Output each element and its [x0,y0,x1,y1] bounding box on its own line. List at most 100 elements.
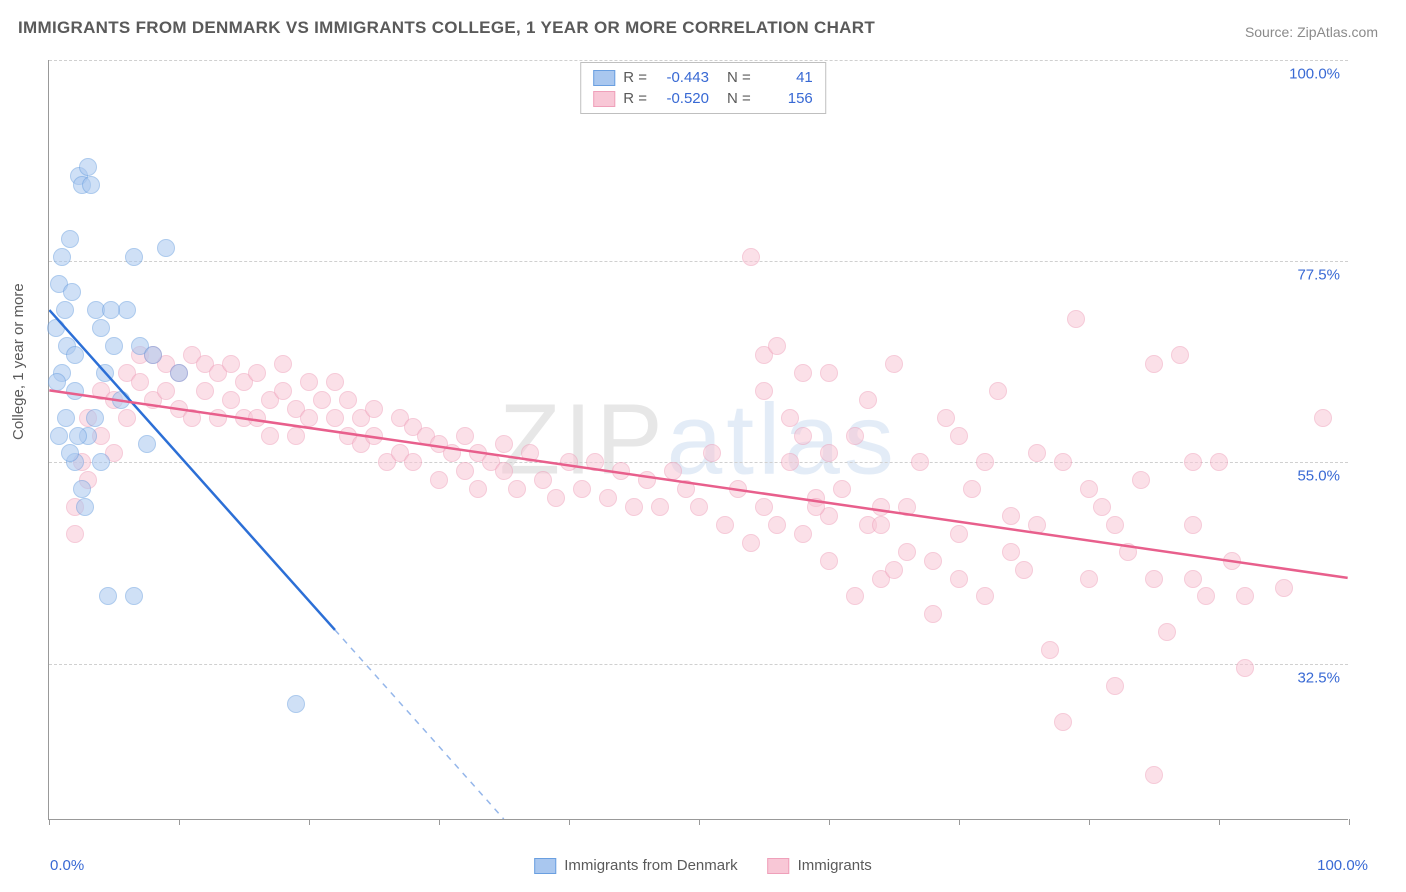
data-point [274,382,292,400]
legend-swatch [534,858,556,874]
bottom-legend-item: Immigrants from Denmark [534,857,737,874]
x-tick [699,819,700,825]
x-axis-label-left: 0.0% [50,857,84,874]
regression-line-dashed [335,630,504,819]
stat-n-value: 41 [759,69,813,86]
data-point [157,382,175,400]
data-point [112,391,130,409]
data-point [248,364,266,382]
data-point [768,337,786,355]
data-point [729,480,747,498]
x-tick [829,819,830,825]
data-point [924,552,942,570]
x-tick [1349,819,1350,825]
gridline [49,60,1348,61]
data-point [196,382,214,400]
data-point [664,462,682,480]
regression-lines [49,60,1348,819]
data-point [1223,552,1241,570]
data-point [612,462,630,480]
data-point [560,453,578,471]
data-point [1197,587,1215,605]
data-point [508,480,526,498]
chart-title: IMMIGRANTS FROM DENMARK VS IMMIGRANTS CO… [18,18,875,38]
data-point [911,453,929,471]
data-point [1015,561,1033,579]
data-point [183,409,201,427]
stat-n-value: 156 [759,90,813,107]
data-point [885,355,903,373]
data-point [820,444,838,462]
data-point [313,391,331,409]
x-tick [49,819,50,825]
data-point [326,409,344,427]
data-point [404,453,422,471]
y-tick-label: 77.5% [1297,267,1340,284]
y-tick-label: 32.5% [1297,669,1340,686]
data-point [66,382,84,400]
data-point [339,391,357,409]
data-point [63,283,81,301]
data-point [716,516,734,534]
data-point [1132,471,1150,489]
data-point [300,409,318,427]
data-point [99,587,117,605]
data-point [1002,507,1020,525]
stat-n-label: N = [727,69,751,86]
data-point [469,480,487,498]
y-tick-label: 55.0% [1297,468,1340,485]
legend-stat-row: R = -0.520 N = 156 [593,88,813,109]
data-point [1171,346,1189,364]
data-point [50,427,68,445]
data-point [105,337,123,355]
data-point [365,427,383,445]
data-point [66,525,84,543]
data-point [57,409,75,427]
data-point [1041,641,1059,659]
data-point [61,230,79,248]
data-point [794,364,812,382]
bottom-legend: Immigrants from DenmarkImmigrants [534,857,872,874]
data-point [102,301,120,319]
data-point [898,498,916,516]
legend-stats-box: R = -0.443 N = 41 R = -0.520 N = 156 [580,62,826,114]
data-point [989,382,1007,400]
data-point [534,471,552,489]
data-point [599,489,617,507]
data-point [287,695,305,713]
data-point [638,471,656,489]
data-point [846,427,864,445]
legend-swatch [768,858,790,874]
data-point [495,435,513,453]
data-point [66,346,84,364]
data-point [118,301,136,319]
data-point [521,444,539,462]
data-point [820,364,838,382]
data-point [48,373,66,391]
data-point [170,364,188,382]
data-point [1067,310,1085,328]
data-point [1145,766,1163,784]
data-point [976,453,994,471]
legend-swatch [593,91,615,107]
data-point [73,480,91,498]
data-point [950,525,968,543]
x-tick [569,819,570,825]
data-point [86,409,104,427]
data-point [1184,570,1202,588]
data-point [859,391,877,409]
data-point [47,319,65,337]
data-point [807,498,825,516]
legend-swatch [593,70,615,86]
data-point [495,462,513,480]
data-point [950,570,968,588]
data-point [768,516,786,534]
data-point [950,427,968,445]
data-point [326,373,344,391]
x-tick [179,819,180,825]
data-point [365,400,383,418]
data-point [209,409,227,427]
data-point [131,373,149,391]
data-point [1080,480,1098,498]
x-tick [439,819,440,825]
